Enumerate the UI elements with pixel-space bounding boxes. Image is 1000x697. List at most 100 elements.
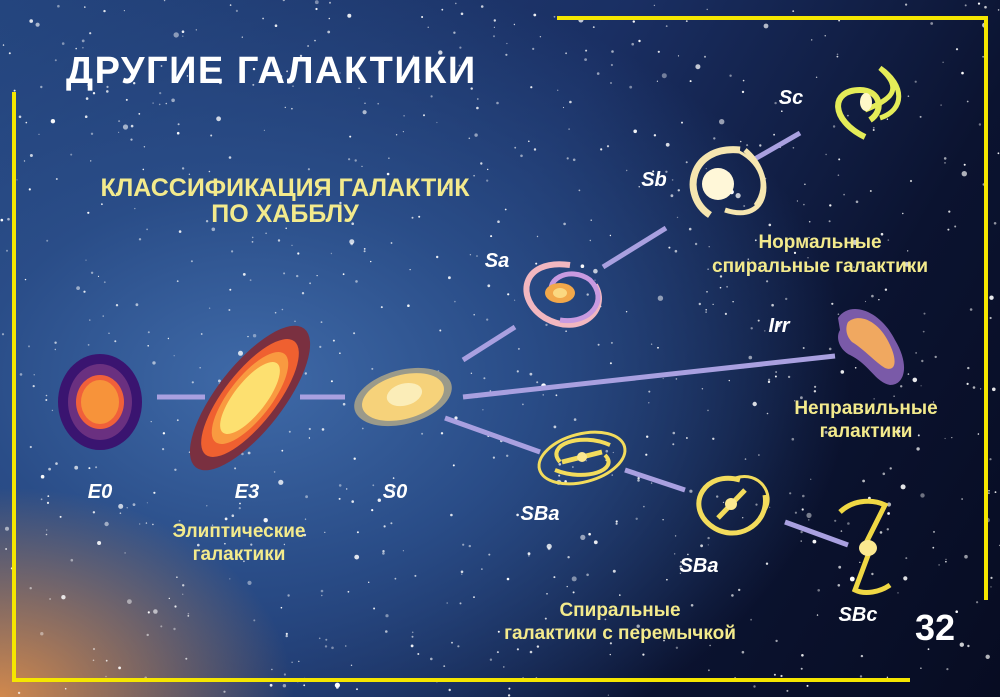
star — [792, 147, 795, 149]
star — [989, 295, 994, 300]
star — [796, 200, 799, 202]
star — [304, 518, 307, 520]
star — [436, 255, 439, 259]
subtitle-line-2: ПО ХАББЛУ — [211, 200, 359, 228]
star — [674, 249, 678, 253]
star — [421, 16, 424, 18]
star — [726, 285, 728, 288]
star — [837, 584, 841, 587]
star — [645, 453, 648, 456]
star — [722, 501, 725, 504]
star — [738, 588, 741, 592]
star — [460, 570, 464, 574]
star — [755, 503, 758, 506]
star — [199, 367, 201, 369]
star — [764, 330, 766, 332]
star — [453, 31, 456, 34]
star — [750, 618, 752, 621]
caption-normal-spiral-1: Нормальные — [758, 232, 881, 253]
star — [177, 123, 180, 126]
star — [388, 157, 390, 159]
star — [105, 675, 107, 678]
star — [785, 297, 788, 301]
star — [632, 20, 635, 23]
star — [114, 340, 117, 343]
star — [74, 465, 79, 470]
star — [707, 544, 709, 546]
star — [283, 272, 286, 275]
star — [859, 561, 861, 563]
galaxy-sb — [689, 146, 767, 218]
star — [871, 294, 874, 298]
star — [146, 502, 148, 504]
star — [604, 618, 607, 621]
star — [675, 646, 679, 649]
star — [45, 394, 48, 397]
caption-elliptical-2: галактики — [193, 544, 286, 565]
star — [661, 73, 667, 79]
star — [800, 540, 802, 542]
star — [263, 518, 268, 523]
star — [594, 279, 596, 281]
star — [932, 546, 935, 549]
star — [662, 519, 664, 521]
star — [130, 124, 134, 128]
star — [989, 316, 992, 320]
star — [969, 308, 973, 311]
star — [462, 543, 465, 546]
star — [368, 581, 370, 583]
star — [774, 375, 777, 378]
star — [324, 531, 326, 533]
star — [2, 44, 5, 46]
star — [410, 644, 414, 648]
star — [768, 223, 772, 227]
star — [101, 203, 103, 206]
star — [553, 15, 556, 18]
connector-lines — [157, 130, 849, 548]
star — [763, 23, 769, 29]
star — [223, 690, 226, 693]
star — [773, 673, 776, 676]
star — [218, 81, 222, 85]
star — [49, 598, 52, 600]
star — [766, 280, 769, 283]
star — [452, 464, 455, 467]
star — [90, 271, 94, 274]
star — [286, 70, 288, 73]
star — [677, 55, 680, 57]
star — [808, 220, 811, 223]
star — [402, 131, 404, 133]
star — [47, 495, 50, 497]
label-sba-1: SBa — [521, 503, 560, 525]
star — [252, 67, 256, 71]
star — [108, 332, 110, 334]
star — [301, 292, 305, 295]
star — [318, 637, 321, 640]
star — [160, 625, 163, 628]
star — [609, 234, 612, 237]
star — [653, 4, 656, 7]
star — [273, 471, 276, 473]
star — [152, 361, 156, 365]
star — [46, 529, 48, 531]
star — [878, 299, 880, 301]
star — [886, 118, 889, 120]
star — [371, 367, 374, 370]
star — [732, 301, 734, 303]
star — [18, 115, 22, 119]
star — [689, 80, 692, 83]
star — [978, 123, 982, 126]
star — [572, 591, 575, 594]
star — [849, 618, 852, 621]
star — [162, 448, 165, 451]
star — [143, 146, 146, 148]
star — [657, 50, 660, 53]
star — [544, 617, 547, 620]
star — [545, 323, 548, 327]
star — [663, 639, 665, 642]
star — [247, 335, 249, 338]
star — [596, 72, 600, 75]
star — [585, 49, 588, 52]
